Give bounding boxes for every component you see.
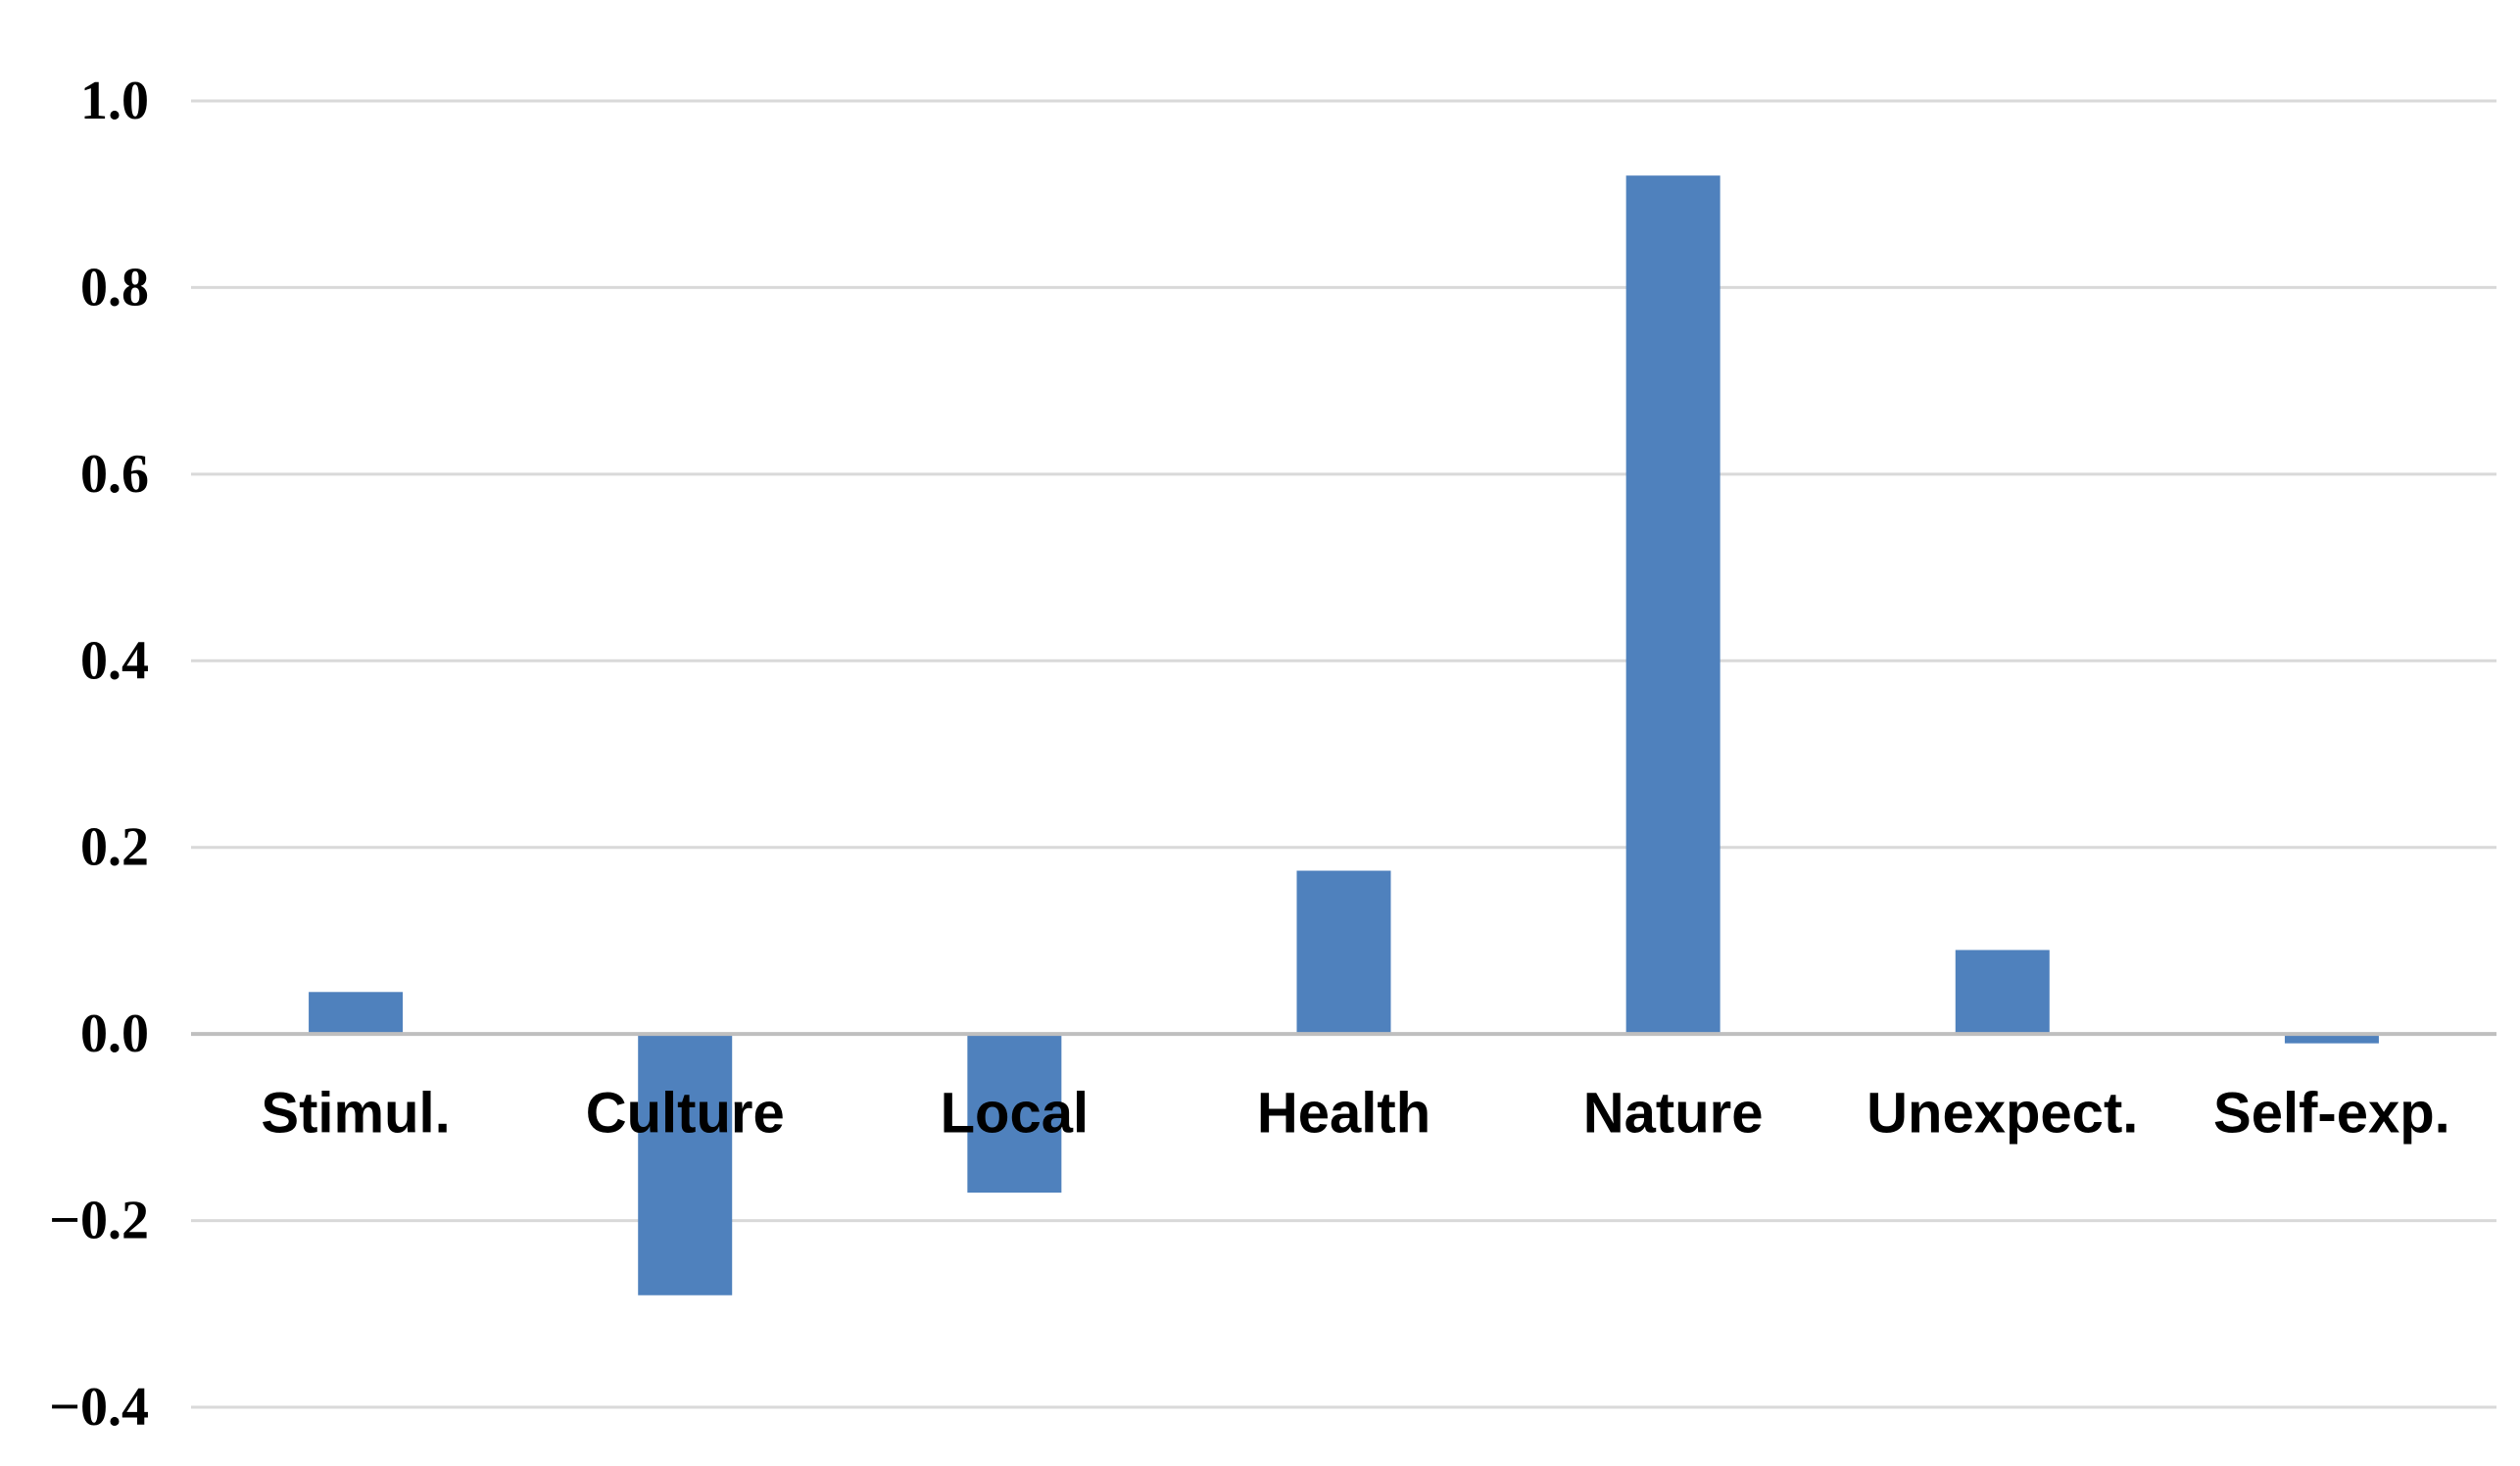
y-tick-label: 0.8 bbox=[80, 257, 149, 318]
x-tick-label: Culture bbox=[586, 1082, 785, 1146]
x-tick-label: Stimul. bbox=[261, 1082, 450, 1146]
x-tick-label: Unexpect. bbox=[1866, 1082, 2138, 1146]
y-tick-label: 1.0 bbox=[80, 71, 149, 131]
x-tick-label: Nature bbox=[1583, 1082, 1764, 1146]
y-tick-label: 0.4 bbox=[80, 630, 149, 691]
bars bbox=[309, 175, 2379, 1295]
bar-culture bbox=[638, 1034, 733, 1295]
y-tick-label: 0.0 bbox=[80, 1003, 149, 1064]
x-tick-label: Self-exp. bbox=[2213, 1082, 2450, 1146]
y-axis-ticks: 1.0 0.8 0.6 0.4 0.2 0.0 −0.2 −0.4 bbox=[49, 71, 149, 1438]
y-tick-label: 0.2 bbox=[80, 817, 149, 878]
x-tick-label: Health bbox=[1257, 1082, 1430, 1146]
y-tick-label: 0.6 bbox=[80, 444, 149, 505]
y-tick-label: −0.4 bbox=[49, 1377, 149, 1438]
bar-self-exp bbox=[2284, 1034, 2379, 1044]
bar-nature bbox=[1625, 175, 1720, 1035]
x-tick-label: Local bbox=[941, 1082, 1090, 1146]
bar-unexpect bbox=[1955, 950, 2050, 1035]
bar-health bbox=[1296, 870, 1391, 1035]
gridlines bbox=[191, 99, 2496, 1409]
x-axis-ticks: Stimul. Culture Local Health Nature Unexpect.… bbox=[261, 1082, 2449, 1146]
bar-local bbox=[967, 1034, 1062, 1194]
y-tick-label: −0.2 bbox=[49, 1191, 149, 1251]
bar-stimul bbox=[309, 992, 404, 1035]
